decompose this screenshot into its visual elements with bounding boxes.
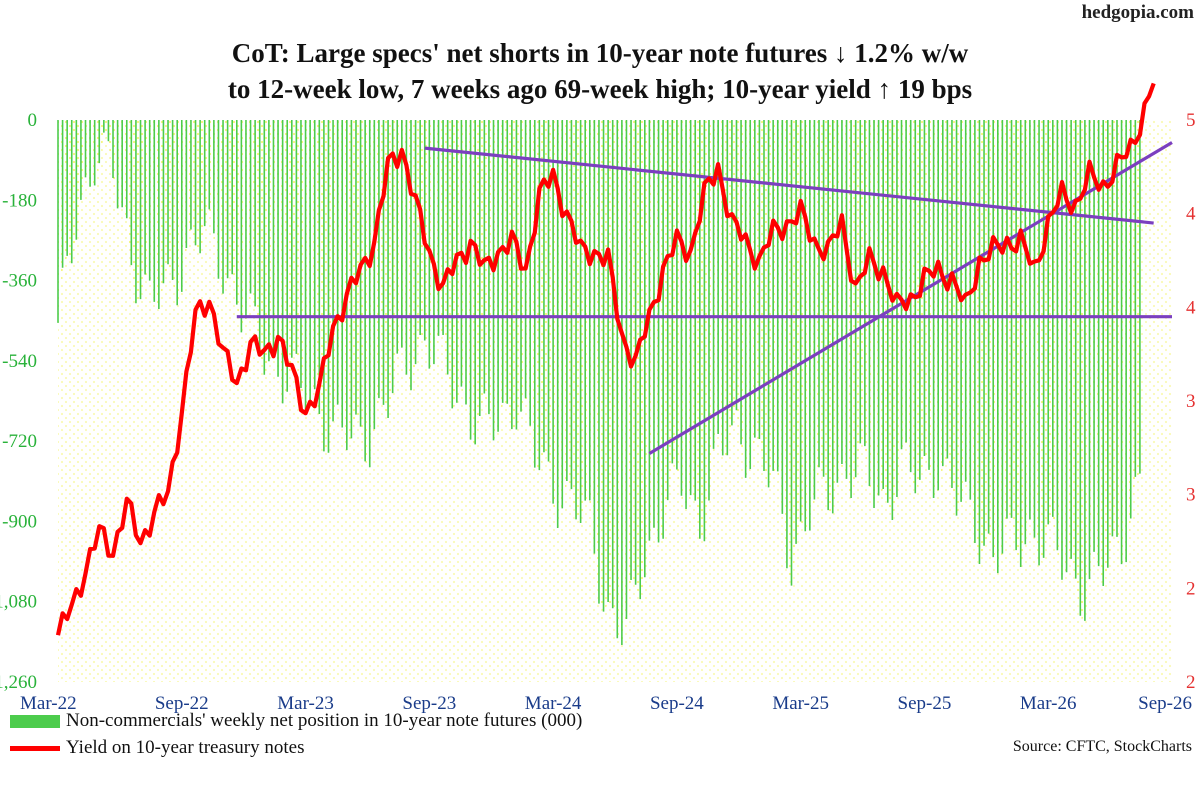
legend-swatch-yield — [10, 745, 60, 751]
left-axis-tick-label: -540 — [2, 351, 37, 372]
x-axis-tick-label: Mar-25 — [772, 693, 829, 714]
right-axis-tick-label: 4 — [1186, 204, 1196, 225]
x-axis-tick-label: Sep-24 — [650, 693, 704, 714]
legend-swatch-bars — [10, 714, 60, 728]
legend-entry-yield: Yield on 10-year treasury notes — [10, 737, 304, 759]
right-axis-tick-label: 5 — [1186, 110, 1196, 131]
left-axis-tick-label: -1,260 — [0, 672, 37, 693]
x-axis-tick-label: Mar-24 — [525, 693, 582, 714]
x-axis-tick-label: Sep-22 — [155, 693, 209, 714]
x-axis-tick-label: Mar-23 — [277, 693, 334, 714]
x-axis-tick-label: Sep-26 — [1138, 693, 1192, 714]
right-axis-tick-label: 3 — [1186, 391, 1196, 412]
left-axis-tick-label: -1,080 — [0, 592, 37, 613]
watermark: hedgopia.com — [1081, 2, 1194, 23]
yield-line — [55, 82, 1156, 636]
left-axis-tick-label: -180 — [2, 190, 37, 211]
legend-entry-bars: Non-commercials' weekly net position in … — [10, 710, 582, 732]
right-axis-tick-label: 2 — [1186, 672, 1196, 693]
right-axis-tick-label: 2 — [1186, 578, 1196, 599]
source-note: Source: CFTC, StockCharts — [1012, 738, 1192, 755]
x-axis-tick-label: Mar-26 — [1020, 693, 1077, 714]
left-axis-tick-label: 0 — [28, 110, 38, 131]
dotted-background — [58, 120, 1172, 682]
left-axis-tick-label: -900 — [2, 511, 37, 532]
trend-line — [424, 146, 1154, 225]
x-axis-tick-label: Sep-23 — [402, 693, 456, 714]
right-axis-tick-label: 4 — [1186, 297, 1196, 318]
right-axis-tick-label: 3 — [1186, 485, 1196, 506]
x-axis-tick-label: Mar-22 — [20, 693, 77, 714]
x-axis-tick-label: Sep-25 — [898, 693, 952, 714]
left-axis-tick-label: -720 — [2, 431, 37, 452]
chart-title-line-2: to 12-week low, 7 weeks ago 69-week high… — [227, 74, 973, 104]
legend-label-bars: Non-commercials' weekly net position in … — [66, 710, 583, 731]
left-axis-tick-label: -360 — [2, 271, 37, 292]
legend-label-yield: Yield on 10-year treasury notes — [66, 737, 305, 758]
chart-title-line-1: CoT: Large specs' net shorts in 10-year … — [231, 38, 969, 68]
